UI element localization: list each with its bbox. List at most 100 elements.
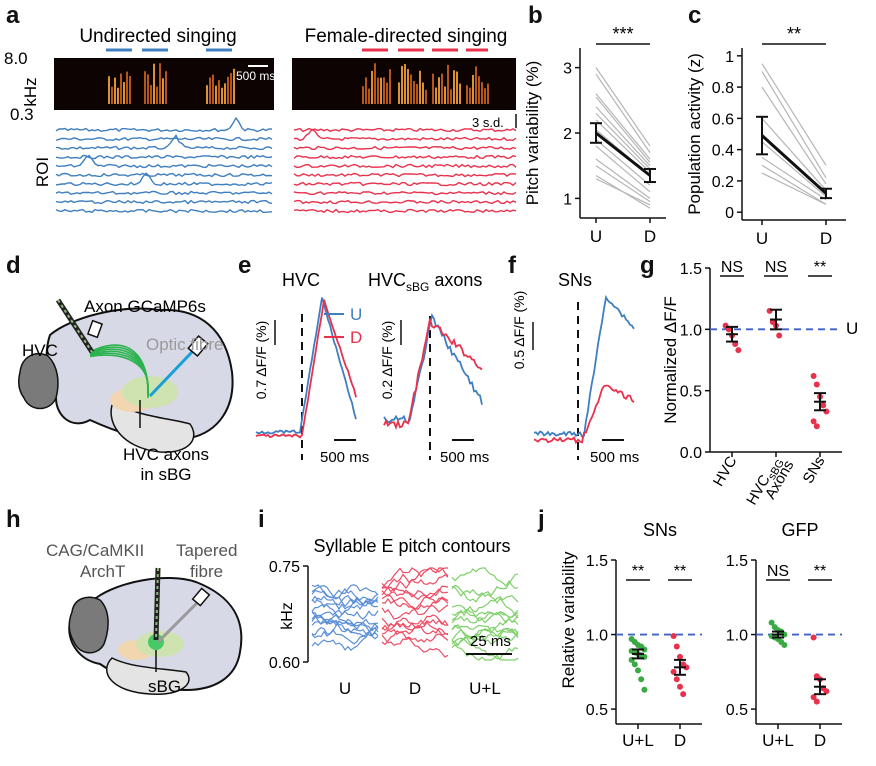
i-pitch-contour [381,573,449,596]
chart-c-y-tick-label: 0 [725,205,734,222]
chart-c-x-tick-label: D [820,229,832,248]
a-syllable-stripe [153,63,155,104]
panel-letter-d: d [6,252,21,279]
a-roi-trace-undirected [55,199,273,205]
i-time-label: 25 ms [470,633,511,650]
a-roi-trace-directed [293,154,517,160]
chart-j2-y-tick-label: 1.5 [726,553,748,570]
a-roi-trace-undirected [55,134,273,151]
j-y-label: Relative variability [559,551,578,688]
a-syllable-stripe [117,87,119,104]
a-syllable-stripe [227,76,229,104]
chart-j2-data-point [823,688,830,695]
e-title-hvc: HVC [282,270,320,290]
i-pitch-contour [381,596,449,620]
chart-b-individual-line [595,112,651,170]
a-syllable-stripe [398,82,400,104]
a-syllable-stripe [159,63,161,104]
chart-g-significance: NS [765,259,787,276]
a-syllable-stripe [435,87,437,104]
a-syllable-stripe [487,83,489,104]
d-label-fibre: Optic fibre [146,335,223,354]
a-syllable-stripe [438,77,440,104]
i-x-label: U+L [469,679,501,698]
a-syllable-stripe [481,82,483,104]
chart-g-data-point [820,402,827,409]
a-syllable-stripe [389,69,391,104]
panel-letter-c: c [688,2,702,29]
a-freq-top: 8.0 [4,49,28,68]
chart-c-x-tick-label: U [756,229,768,248]
a-syllable-stripe [144,71,146,104]
chart-j1-y-tick-label: 0.5 [586,702,608,719]
a-syllable-stripe [447,64,449,104]
chart-c: 0 0.2 0.4 0.6 0.8 1 U D ** Population activity (z… [685,24,846,248]
chart-g-data-point [735,347,742,354]
d-label-axons-2: in sBG [140,465,191,484]
a-syllable-stripe [206,85,208,104]
a-syllable-stripe [401,65,403,104]
chart-b-individual-line [595,145,651,193]
a-roi-trace-directed [293,163,517,169]
a-syllable-stripe [365,77,367,104]
i-pitch-contour [451,643,519,661]
d-brainstem [18,352,59,410]
chart-j2-data-point [810,694,817,701]
a-syllable-stripe [450,89,452,104]
a-roi-trace-undirected [55,136,273,142]
a-syllable-stripe [444,86,446,104]
chart-c-individual-line [761,86,827,185]
j-title-sns: SNs [643,520,677,540]
panel-letter-h: h [6,506,21,533]
h-cerebellum [106,657,190,695]
chart-g-y-tick-label: 1.5 [680,261,702,278]
chart-b-y-tick-label: 3 [563,61,572,78]
i-pitch-contour [381,614,449,636]
chart-b-individual-line [595,106,651,167]
a-syllable-stripe [456,71,458,104]
f-scale-label: 0.5 ΔF/F (%) [511,291,527,370]
chart-g-data-point [810,372,817,379]
panel-letter-b: b [528,2,543,29]
chart-i: Syllable E pitch contours 0.60 0.75 kHz U D U+… [269,536,519,698]
a-syllable-stripe [466,85,468,104]
chart-j1-y-tick-label: 1.5 [586,553,608,570]
i-y-tick-label: 0.60 [269,655,300,672]
d-label-hvc: HVC [22,341,58,360]
chart-c-individual-line [761,71,827,179]
chart-j2-significance: ** [814,563,826,580]
f-title: SNs [558,270,592,290]
panel-letter-g: g [640,252,655,279]
e-time-label-hvc: 500 ms [320,449,369,466]
d-label-axons-1: HVC axons [123,445,209,464]
chart-b-individual-line [595,67,651,147]
f-trace-u [533,294,635,438]
a-roi-trace-undirected [55,172,273,187]
i-pitch-contour [381,630,449,646]
a-syllable-stripe [123,82,125,104]
g-x-label-hvc: HVC [710,453,741,489]
a-syllable-stripe [416,83,418,104]
h-label-virus-2: ArchT [80,562,125,581]
a-syllable-stripe [111,86,113,104]
chart-c-mean-line [760,134,828,195]
a-syllable-stripe [453,70,455,104]
i-pitch-contour [311,588,379,603]
a-roi-trace-undirected [55,116,273,133]
e-trace-hvc-d [255,299,357,439]
i-x-label: U [339,679,351,698]
i-y-tick-label: 0.75 [269,559,300,576]
chart-c-y-tick-label: 0.2 [712,174,734,191]
chart-j2-data-point [813,698,820,705]
a-syllable-stripe [422,82,424,104]
a-roi-trace-undirected [55,208,273,214]
j-title-gfp: GFP [781,520,818,540]
a-syllable-stripe [410,74,412,104]
i-pitch-contour [311,584,379,599]
chart-b-individual-line [595,165,651,203]
chart-b-individual-line [595,178,651,206]
a-syllable-stripe [441,73,443,104]
a-syllable-stripe [380,77,382,104]
